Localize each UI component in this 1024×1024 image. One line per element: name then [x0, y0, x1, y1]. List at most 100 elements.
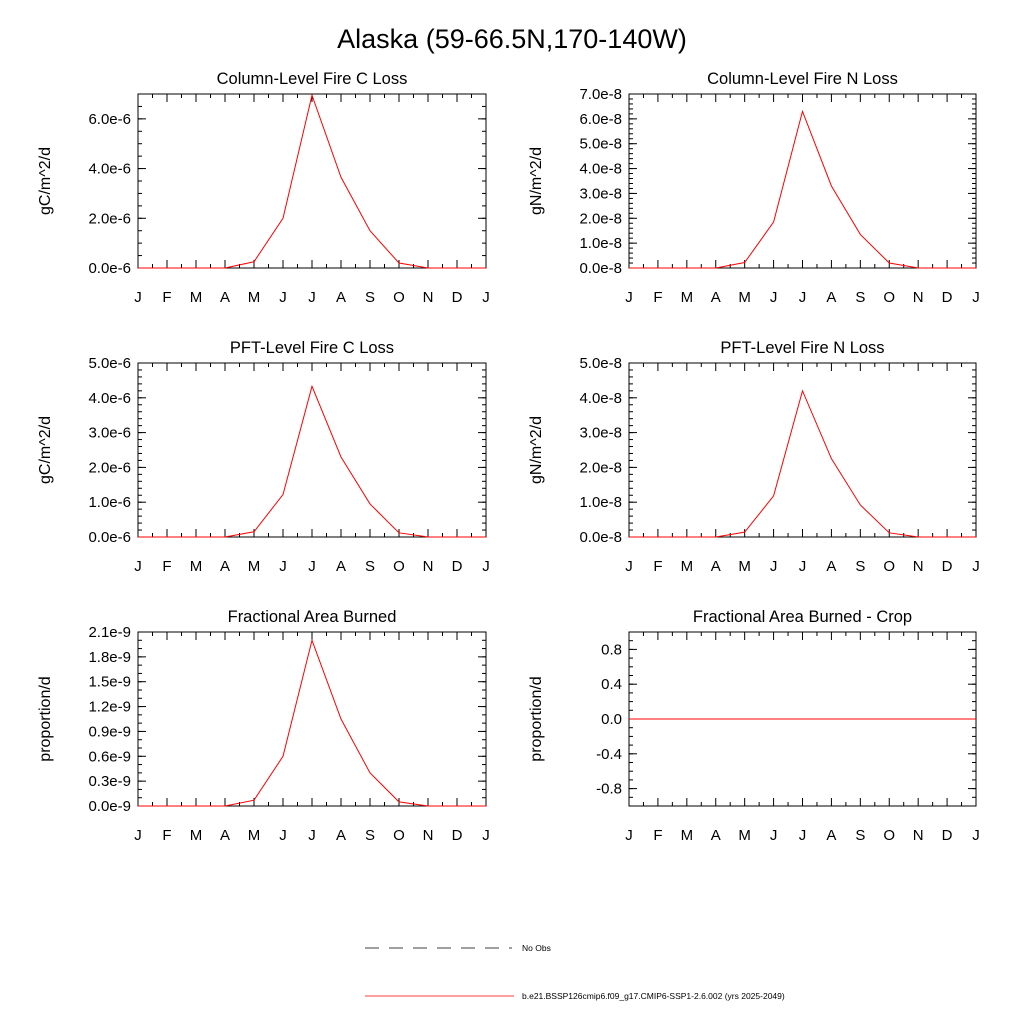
x-tick-label: F — [162, 827, 171, 844]
x-tick-label: M — [738, 827, 751, 844]
x-tick-label: A — [826, 827, 836, 844]
y-tick-label: 0.3e-9 — [88, 773, 131, 790]
x-tick-label: D — [942, 289, 953, 306]
y-tick-label: 4.0e-6 — [88, 390, 131, 407]
y-tick-label: 2.0e-8 — [579, 210, 622, 227]
x-tick-label: S — [365, 558, 375, 575]
x-tick-label: M — [190, 289, 203, 306]
y-tick-label: 2.0e-6 — [88, 459, 131, 476]
x-tick-label: A — [826, 558, 836, 575]
x-tick-label: J — [308, 289, 316, 306]
x-tick-label: J — [134, 289, 142, 306]
y-tick-label: 0.0e-6 — [88, 529, 131, 546]
x-tick-label: J — [770, 558, 778, 575]
panel-title: Column-Level Fire N Loss — [707, 70, 898, 88]
x-tick-label: A — [711, 289, 721, 306]
y-tick-label: 5.0e-8 — [579, 136, 622, 153]
legend-obs-label: No Obs — [522, 943, 551, 953]
x-tick-label: F — [653, 289, 662, 306]
x-tick-label: O — [883, 289, 895, 306]
series-line-1 — [138, 384, 486, 538]
x-tick-label: J — [625, 827, 633, 844]
x-tick-label: J — [279, 827, 287, 844]
x-tick-label: D — [942, 827, 953, 844]
x-tick-label: M — [190, 558, 203, 575]
y-tick-label: 0.9e-9 — [88, 723, 131, 740]
x-tick-label: J — [770, 827, 778, 844]
x-tick-label: N — [423, 289, 434, 306]
y-tick-label: 4.0e-8 — [579, 161, 622, 178]
y-tick-label: 2.1e-9 — [88, 624, 131, 641]
x-tick-label: A — [711, 558, 721, 575]
x-tick-label: N — [423, 558, 434, 575]
x-tick-label: A — [336, 289, 346, 306]
series-line-1 — [138, 638, 486, 807]
x-tick-label: J — [625, 289, 633, 306]
y-tick-label: 5.0e-6 — [88, 355, 131, 372]
y-tick-label: 0.0e-8 — [579, 529, 622, 546]
x-tick-label: F — [162, 289, 171, 306]
plot-frame — [628, 93, 977, 269]
y-tick-label: 0.0e-9 — [88, 798, 131, 815]
x-tick-label: D — [452, 289, 463, 306]
x-tick-label: J — [308, 827, 316, 844]
x-tick-label: J — [625, 558, 633, 575]
x-tick-label: J — [308, 558, 316, 575]
x-tick-label: A — [336, 558, 346, 575]
x-tick-label: J — [972, 558, 980, 575]
x-tick-label: O — [883, 827, 895, 844]
x-tick-label: J — [799, 558, 807, 575]
y-tick-label: 0.4 — [601, 676, 622, 693]
x-tick-label: M — [248, 827, 261, 844]
figure-title: Alaska (59-66.5N,170-140W) — [337, 24, 687, 54]
x-tick-label: J — [770, 289, 778, 306]
y-tick-label: -0.4 — [596, 746, 622, 763]
plot-frame — [137, 631, 487, 807]
x-tick-label: J — [134, 558, 142, 575]
y-tick-label: 2.0e-6 — [88, 210, 131, 227]
x-tick-label: J — [134, 827, 142, 844]
x-tick-label: M — [681, 289, 694, 306]
y-tick-label: 0.0e-6 — [88, 260, 131, 277]
x-tick-label: O — [393, 289, 405, 306]
y-tick-label: 3.0e-6 — [88, 425, 131, 442]
legend: No Obs b.e21.BSSP126cmip6.f09_g17.CMIP6-… — [365, 943, 785, 1001]
y-tick-label: 4.0e-8 — [579, 390, 622, 407]
y-tick-label: 1.5e-9 — [88, 674, 131, 691]
x-tick-label: J — [482, 558, 490, 575]
x-tick-label: A — [711, 827, 721, 844]
x-tick-label: N — [913, 289, 924, 306]
x-tick-label: N — [913, 558, 924, 575]
x-tick-label: F — [653, 558, 662, 575]
x-tick-label: A — [336, 827, 346, 844]
x-tick-label: J — [482, 827, 490, 844]
x-tick-label: J — [972, 827, 980, 844]
series-line-1 — [629, 109, 976, 269]
x-tick-label: N — [913, 827, 924, 844]
y-tick-label: 1.0e-8 — [579, 235, 622, 252]
x-tick-label: S — [855, 827, 865, 844]
x-tick-label: A — [220, 558, 230, 575]
y-tick-label: 0.6e-9 — [88, 748, 131, 765]
y-axis-label: gN/m^2/d — [528, 147, 545, 215]
y-tick-label: 0.8 — [601, 641, 622, 658]
y-tick-label: 1.0e-6 — [88, 494, 131, 511]
y-tick-label: 1.8e-9 — [88, 649, 131, 666]
x-tick-label: M — [681, 558, 694, 575]
y-tick-label: 6.0e-8 — [579, 111, 622, 128]
x-tick-label: M — [190, 827, 203, 844]
panel-title: PFT-Level Fire N Loss — [720, 339, 884, 357]
y-tick-label: -0.8 — [596, 781, 622, 798]
x-tick-label: N — [423, 827, 434, 844]
x-tick-label: D — [942, 558, 953, 575]
x-tick-label: F — [653, 827, 662, 844]
panel-title: Fractional Area Burned — [228, 608, 397, 626]
y-tick-label: 7.0e-8 — [579, 86, 622, 103]
y-tick-label: 6.0e-6 — [88, 111, 131, 128]
x-tick-label: M — [681, 827, 694, 844]
